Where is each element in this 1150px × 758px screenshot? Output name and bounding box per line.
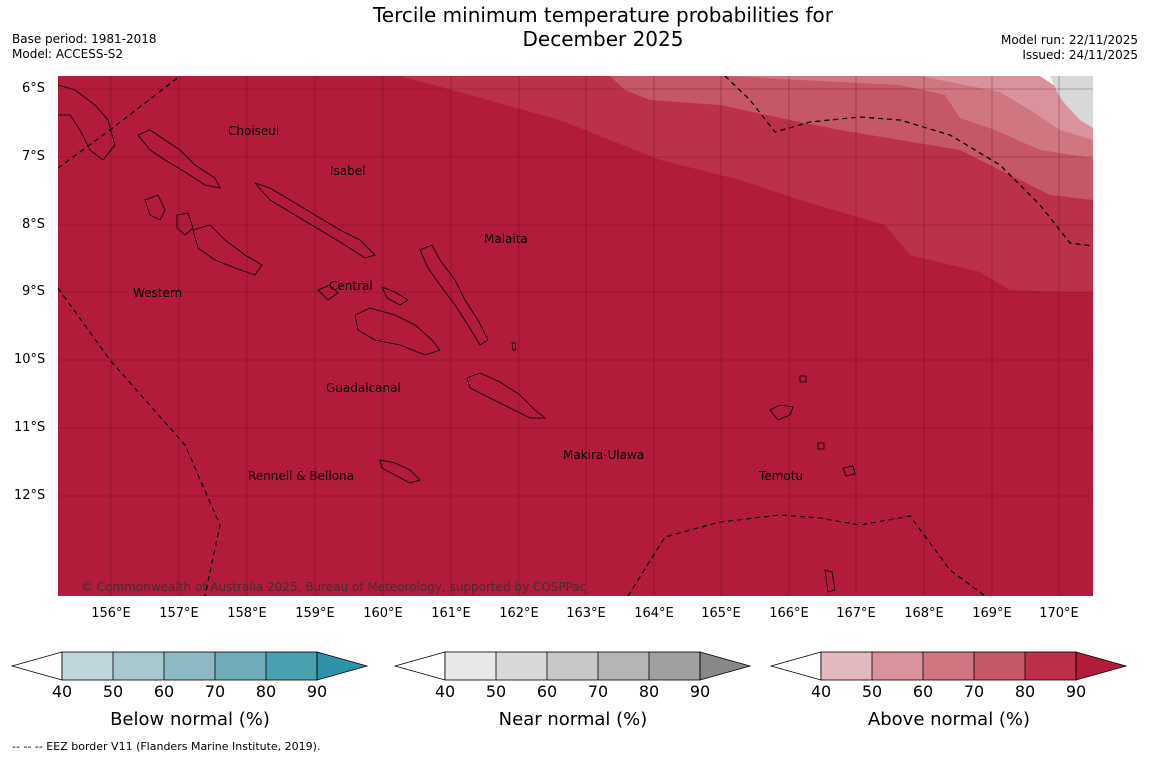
region-label-temotu: Temotu [759,469,804,483]
copyright-notice: © Commonwealth of Australia 2025, Bureau… [81,580,587,594]
lon-label-162e: 162°E [499,606,539,621]
title-line-2: December 2025 [522,27,684,51]
tikopia-island [824,569,836,593]
lon-label-167e: 167°E [836,606,876,621]
above-tick-60: 60 [912,682,934,701]
above-tick-80: 80 [1014,682,1036,701]
lat-label-8s: 8°S [22,217,46,232]
above-tick-50: 50 [861,682,883,701]
region-label-rennell-bellona: Rennell & Bellona [248,469,355,483]
choiseul-island [137,129,221,189]
lat-label-9s: 9°S [22,284,46,299]
kolombangara [176,212,194,236]
below-tick-70: 70 [204,682,226,701]
savo-island [317,284,339,301]
new-georgia-island [192,224,263,276]
duff-islands [799,375,807,383]
lon-label-168e: 168°E [904,606,944,621]
lon-label-158e: 158°E [227,606,267,621]
near-tick-90: 90 [689,682,711,701]
below-tick-50: 50 [102,682,124,701]
lon-label-159e: 159°E [295,606,335,621]
lon-label-163e: 163°E [566,606,606,621]
tinakula-island [817,442,825,450]
near-tick-60: 60 [536,682,558,701]
nggela-islands [381,286,409,306]
guadalcanal-island [354,307,441,356]
bougainville [57,84,116,161]
below-tick-80: 80 [255,682,277,701]
near-tick-40: 40 [434,682,456,701]
lon-label-165e: 165°E [701,606,741,621]
region-label-malaita: Malaita [484,232,528,246]
legend-above-colorbar [770,651,1128,681]
near-tick-70: 70 [587,682,609,701]
lat-label-6s: 6°S [22,81,46,96]
region-label-western: Western [133,286,183,300]
lon-label-160e: 160°E [363,606,403,621]
meta-right: Model run: 22/11/2025 Issued: 24/11/2025 [1001,33,1138,63]
legend-above-normal [770,651,1128,681]
rennell-island [379,459,421,484]
base-period: Base period: 1981-2018 [12,32,157,46]
makira-island [466,372,547,419]
below-tick-90: 90 [306,682,328,701]
above-tick-40: 40 [810,682,832,701]
lon-label-169e: 169°E [972,606,1012,621]
malaita-island [419,244,489,346]
region-label-central: Central [329,279,373,293]
region-label-isabel: Isabel [330,164,366,178]
region-label-makira-ulawa: Makira-Ulawa [563,448,645,462]
above-tick-90: 90 [1065,682,1087,701]
title-line-1: Tercile minimum temperature probabilitie… [372,3,834,27]
santa-cruz-island [769,404,794,421]
legend-below-normal [11,651,369,681]
model-name: Model: ACCESS-S2 [12,47,124,61]
lon-label-164e: 164°E [634,606,674,621]
region-label-guadalcanal: Guadalcanal [326,381,401,395]
near-tick-80: 80 [638,682,660,701]
above-normal-title: Above normal (%) [867,709,1031,730]
lon-label-161e: 161°E [431,606,471,621]
below-tick-60: 60 [153,682,175,701]
lat-label-10s: 10°S [14,352,46,367]
eez-border [58,76,1093,596]
near-normal-title: Near normal (%) [498,709,648,730]
above-60-area [730,76,1093,158]
issued-date: Issued: 24/11/2025 [1022,48,1138,62]
region-label-choiseul: Choiseul [228,124,280,138]
meta-left: Base period: 1981-2018 Model: ACCESS-S2 [12,32,157,62]
map-title: Tercile minimum temperature probabilitie… [300,3,906,51]
legend-near-normal [394,651,752,681]
vella-lavella [144,194,166,221]
legend-near-colorbar [394,651,752,681]
isabel-island [253,182,376,259]
probability-field [58,76,1093,596]
ontong-atoll [511,342,517,351]
legend-below-colorbar [11,651,369,681]
lon-label-157e: 157°E [159,606,199,621]
coastlines [57,84,856,593]
near-tick-50: 50 [485,682,507,701]
utupua-island [842,465,856,477]
below-tick-40: 40 [51,682,73,701]
below-normal-title: Below normal (%) [110,709,270,730]
model-run: Model run: 22/11/2025 [1000,33,1138,47]
graticule [58,76,1093,596]
lat-label-11s: 11°S [14,420,46,435]
above-tick-70: 70 [963,682,985,701]
lat-label-12s: 12°S [14,488,46,503]
eez-footnote: -- -- -- EEZ border V11 (Flanders Marine… [12,740,321,753]
lon-label-170e: 170°E [1039,606,1079,621]
lat-label-7s: 7°S [22,149,46,164]
above-50-area [920,76,1093,140]
lon-label-166e: 166°E [769,606,809,621]
lon-label-156e: 156°E [91,606,131,621]
